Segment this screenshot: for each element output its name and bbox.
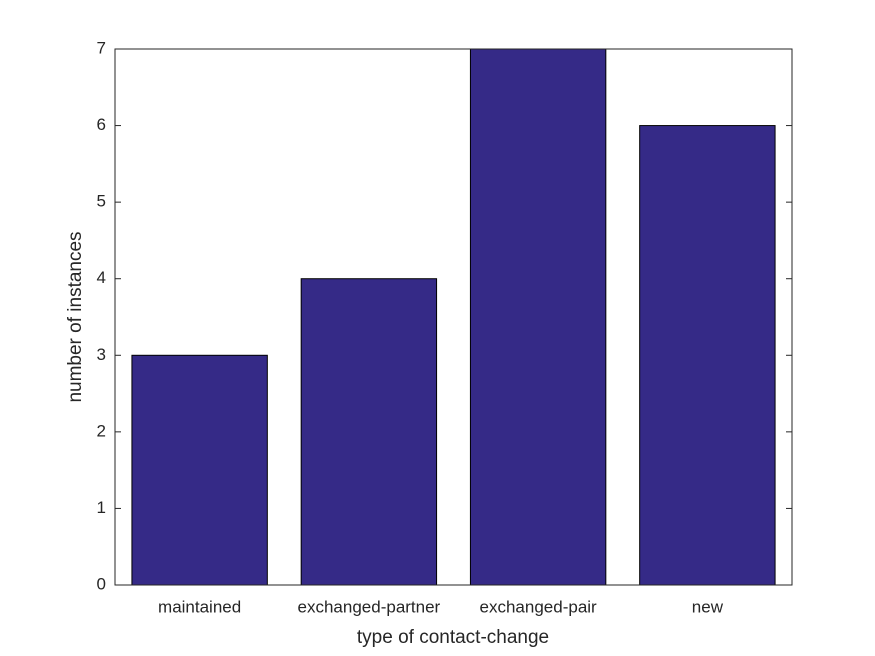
y-tick-label: 5 xyxy=(97,192,106,211)
y-tick-label: 3 xyxy=(97,345,106,364)
x-tick-label: maintained xyxy=(158,597,241,616)
y-axis-label: number of instances xyxy=(65,231,86,402)
bar xyxy=(300,278,438,586)
y-tick-label: 2 xyxy=(97,421,106,440)
x-tick-label: new xyxy=(692,597,724,616)
y-tick-label: 0 xyxy=(97,574,106,593)
y-tick-label: 6 xyxy=(97,115,106,134)
bar xyxy=(469,48,607,586)
x-tick-label: exchanged-pair xyxy=(480,597,598,616)
y-tick-label: 4 xyxy=(97,268,106,287)
bar xyxy=(639,125,776,586)
y-tick-label: 7 xyxy=(97,38,106,57)
y-tick-label: 1 xyxy=(97,498,106,517)
x-axis-label: type of contact-change xyxy=(357,627,549,648)
bar xyxy=(131,354,268,586)
plot-frame xyxy=(114,48,793,586)
x-tick-label: exchanged-partner xyxy=(298,597,441,616)
